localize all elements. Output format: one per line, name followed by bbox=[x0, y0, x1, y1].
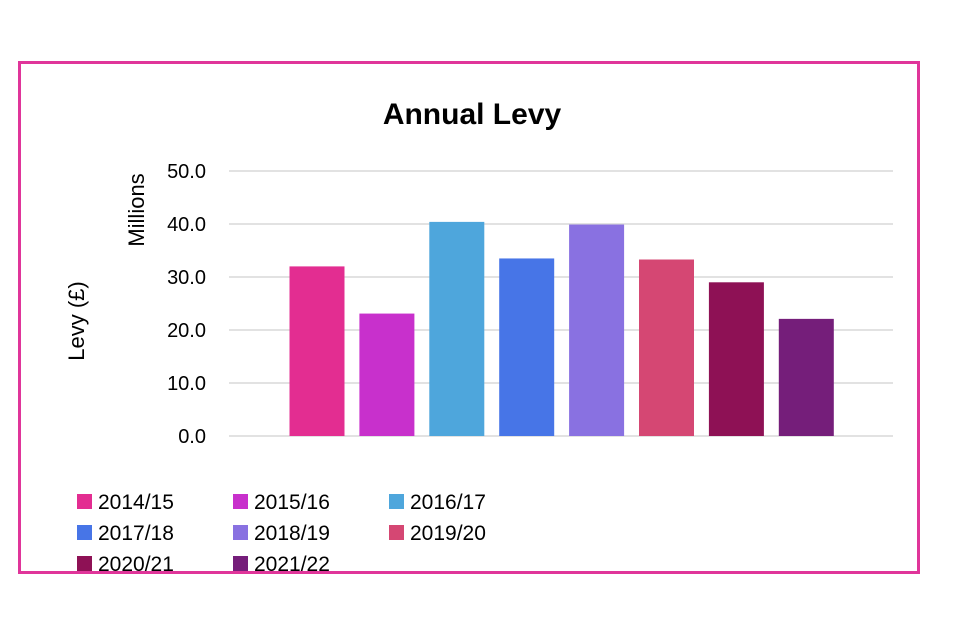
legend-label: 2021/22 bbox=[254, 553, 330, 571]
legend-item: 2019/20 bbox=[389, 522, 486, 545]
chart-title: Annual Levy bbox=[383, 98, 562, 131]
legend-item: 2018/19 bbox=[233, 522, 330, 545]
legend-item: 2017/18 bbox=[77, 522, 174, 545]
bar bbox=[639, 260, 694, 436]
bar bbox=[499, 258, 554, 436]
bar bbox=[709, 282, 764, 436]
legend-item: 2020/21 bbox=[77, 553, 174, 571]
legend-swatch bbox=[389, 494, 404, 509]
bar-chart: Annual Levy Levy (£) Millions 0.0 10.0 20.… bbox=[21, 64, 917, 571]
legend-swatch bbox=[233, 525, 248, 540]
bar bbox=[569, 225, 624, 436]
legend-swatch bbox=[233, 556, 248, 571]
legend-label: 2017/18 bbox=[98, 522, 174, 545]
bar bbox=[290, 266, 345, 436]
y-tick-label: 30.0 bbox=[167, 267, 206, 289]
bar bbox=[429, 222, 484, 436]
legend-swatch bbox=[233, 494, 248, 509]
legend-item: 2014/15 bbox=[77, 491, 174, 514]
bars bbox=[290, 222, 834, 436]
legend-label: 2020/21 bbox=[98, 553, 174, 571]
y-tick-label: 20.0 bbox=[167, 320, 206, 342]
y-tick-label: 50.0 bbox=[167, 161, 206, 183]
legend-item: 2016/17 bbox=[389, 491, 486, 514]
bar bbox=[359, 314, 414, 436]
y-axis-unit-label: Millions bbox=[124, 173, 149, 246]
legend-swatch bbox=[389, 525, 404, 540]
y-axis-ticks: 0.0 10.0 20.0 30.0 40.0 50.0 bbox=[167, 161, 206, 448]
y-tick-label: 0.0 bbox=[178, 426, 206, 448]
bar bbox=[779, 319, 834, 436]
legend-label: 2018/19 bbox=[254, 522, 330, 545]
y-tick-label: 40.0 bbox=[167, 214, 206, 236]
y-tick-label: 10.0 bbox=[167, 373, 206, 395]
chart-frame: Annual Levy Levy (£) Millions 0.0 10.0 20.… bbox=[18, 61, 920, 574]
legend-swatch bbox=[77, 556, 92, 571]
legend: 2014/15 2015/16 2016/17 2017/18 2018/19 2019/… bbox=[77, 491, 486, 571]
legend-item: 2015/16 bbox=[233, 491, 330, 514]
legend-label: 2014/15 bbox=[98, 491, 174, 514]
legend-label: 2019/20 bbox=[410, 522, 486, 545]
legend-swatch bbox=[77, 494, 92, 509]
legend-item: 2021/22 bbox=[233, 553, 330, 571]
legend-label: 2016/17 bbox=[410, 491, 486, 514]
legend-label: 2015/16 bbox=[254, 491, 330, 514]
y-axis-label: Levy (£) bbox=[64, 281, 89, 360]
legend-swatch bbox=[77, 525, 92, 540]
